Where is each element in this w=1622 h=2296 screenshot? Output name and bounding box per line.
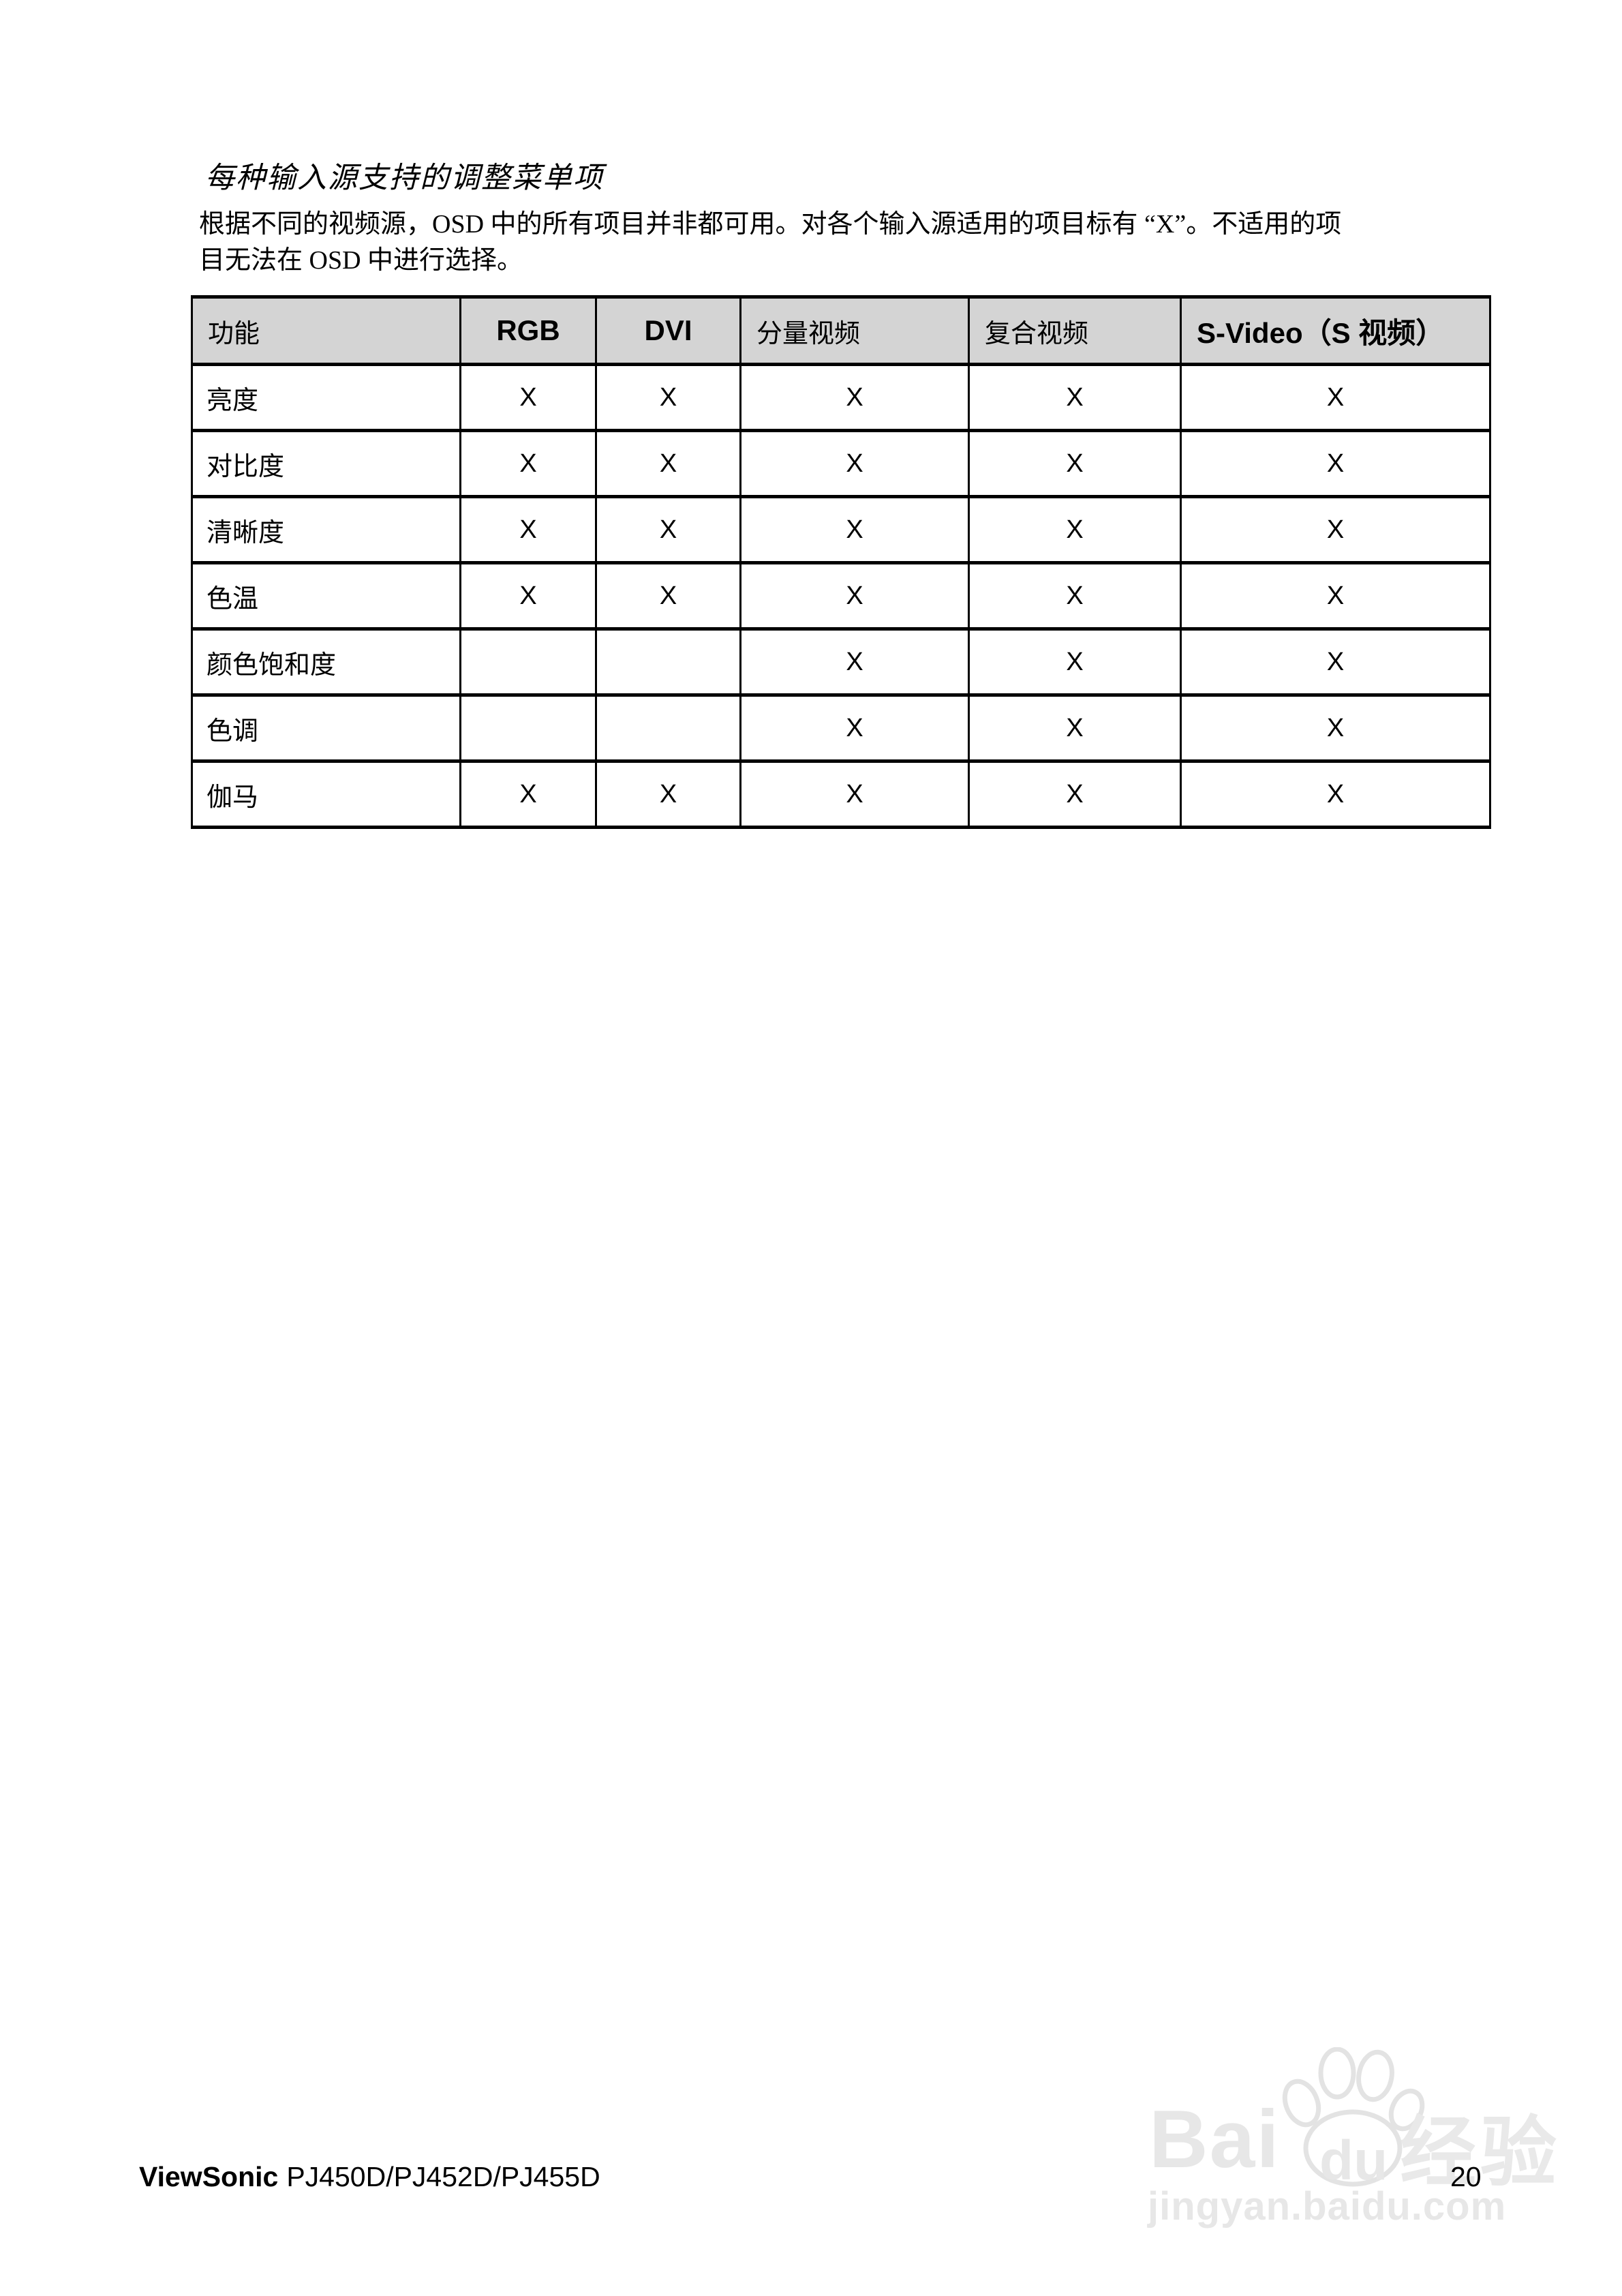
cell-composite: X [968, 495, 1182, 564]
cell-dvi [595, 627, 741, 697]
intro-line-1: 根据不同的视频源，OSD 中的所有项目并非都可用。对各个输入源适用的项目标有 “… [199, 210, 1342, 239]
cell-svideo: X [1180, 627, 1491, 697]
cell-component: X [739, 429, 970, 498]
row-label: 色温 [191, 561, 461, 631]
row-label: 对比度 [191, 429, 461, 498]
cell-component: X [739, 363, 970, 432]
footer-model: PJ450D/PJ452D/PJ455D [286, 2161, 600, 2192]
header-cell-dvi: DVI [595, 295, 741, 366]
cell-component: X [739, 759, 970, 829]
header-cell-composite: 复合视频 [968, 295, 1182, 366]
header-cell-rgb: RGB [459, 295, 597, 366]
footer-brand: ViewSonic [139, 2161, 279, 2192]
cell-composite: X [968, 429, 1182, 498]
footer-brand-model: ViewSonic PJ450D/PJ452D/PJ455D [139, 2161, 600, 2193]
watermark-baidu-text: Bai [1149, 2094, 1281, 2185]
cell-rgb: X [459, 429, 597, 498]
cell-rgb: X [459, 759, 597, 829]
table-row-sharpness: 清晰度 X X X X X [191, 495, 1491, 564]
table-row-saturation: 颜色饱和度 X X X [191, 627, 1491, 697]
cell-svideo: X [1180, 363, 1491, 432]
cell-component: X [739, 561, 970, 631]
cell-svideo: X [1180, 561, 1491, 631]
table-row-gamma: 伽马 X X X X X [191, 759, 1491, 829]
table-row-tint: 色调 X X X [191, 693, 1491, 763]
cell-rgb [459, 627, 597, 697]
cell-composite: X [968, 627, 1182, 697]
cell-dvi: X [595, 561, 741, 631]
cell-component: X [739, 693, 970, 763]
row-label: 清晰度 [191, 495, 461, 564]
header-cell-component: 分量视频 [739, 295, 970, 366]
cell-rgb [459, 693, 597, 763]
support-matrix-table: 功能 RGB DVI 分量视频 复合视频 S-Video（S 视频） 亮度 X … [191, 295, 1491, 829]
cell-svideo: X [1180, 693, 1491, 763]
table-row-brightness: 亮度 X X X X X [191, 363, 1491, 432]
intro-line-2: 目无法在 OSD 中进行选择。 [199, 246, 523, 275]
row-label: 亮度 [191, 363, 461, 432]
cell-component: X [739, 627, 970, 697]
page-number: 20 [1450, 2161, 1482, 2192]
cell-svideo: X [1180, 429, 1491, 498]
table-row-contrast: 对比度 X X X X X [191, 429, 1491, 498]
row-label: 伽马 [191, 759, 461, 829]
row-label: 色调 [191, 693, 461, 763]
header-cell-svideo: S-Video（S 视频） [1180, 295, 1491, 366]
cell-dvi: X [595, 429, 741, 498]
cell-composite: X [968, 363, 1182, 432]
cell-composite: X [968, 759, 1182, 829]
cell-component: X [739, 495, 970, 564]
cell-rgb: X [459, 363, 597, 432]
cell-dvi: X [595, 759, 741, 829]
watermark-du-text: du [1319, 2130, 1388, 2192]
cell-dvi: X [595, 363, 741, 432]
cell-composite: X [968, 561, 1182, 631]
table-row-color-temp: 色温 X X X X X [191, 561, 1491, 631]
intro-paragraph: 根据不同的视频源，OSD 中的所有项目并非都可用。对各个输入源适用的项目标有 “… [199, 207, 1341, 279]
baidu-jingyan-watermark: Bai du 经验 jingyan.baidu.com [1145, 2047, 1557, 2231]
header-cell-function: 功能 [191, 295, 461, 366]
paw-icon [1282, 2047, 1425, 2187]
cell-rgb: X [459, 561, 597, 631]
cell-svideo: X [1180, 495, 1491, 564]
page-title: 每种输入源支持的调整菜单项 [205, 162, 604, 194]
cell-dvi: X [595, 495, 741, 564]
cell-dvi [595, 693, 741, 763]
cell-composite: X [968, 693, 1182, 763]
row-label: 颜色饱和度 [191, 627, 461, 697]
cell-svideo: X [1180, 759, 1491, 829]
table-header-row: 功能 RGB DVI 分量视频 复合视频 S-Video（S 视频） [191, 295, 1491, 366]
cell-rgb: X [459, 495, 597, 564]
